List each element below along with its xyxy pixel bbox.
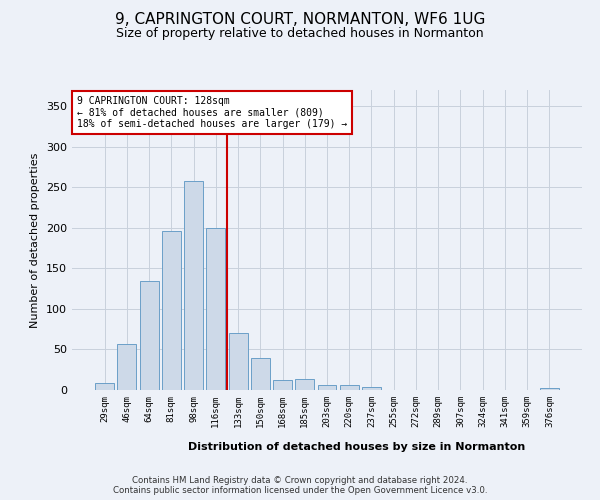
Bar (295, 380, 314, 390)
Bar (540, 388, 559, 390)
Bar (118, 344, 136, 390)
Text: Size of property relative to detached houses in Normanton: Size of property relative to detached ho… (116, 28, 484, 40)
Bar (140, 280, 158, 390)
Bar (273, 380, 292, 390)
Bar (362, 387, 381, 390)
Bar (229, 333, 248, 390)
Text: 9 CAPRINGTON COURT: 128sqm
← 81% of detached houses are smaller (809)
18% of sem: 9 CAPRINGTON COURT: 128sqm ← 81% of deta… (77, 96, 347, 129)
Text: Contains HM Land Registry data © Crown copyright and database right 2024.
Contai: Contains HM Land Registry data © Crown c… (113, 476, 487, 495)
Y-axis label: Number of detached properties: Number of detached properties (31, 152, 40, 328)
Text: 9, CAPRINGTON COURT, NORMANTON, WF6 1UG: 9, CAPRINGTON COURT, NORMANTON, WF6 1UG (115, 12, 485, 28)
Bar (206, 228, 225, 390)
Bar (340, 385, 359, 390)
Bar (95, 382, 114, 390)
Bar (162, 231, 181, 390)
Bar (184, 181, 203, 390)
Bar (317, 385, 337, 390)
Bar (251, 358, 270, 390)
Text: Distribution of detached houses by size in Normanton: Distribution of detached houses by size … (188, 442, 526, 452)
